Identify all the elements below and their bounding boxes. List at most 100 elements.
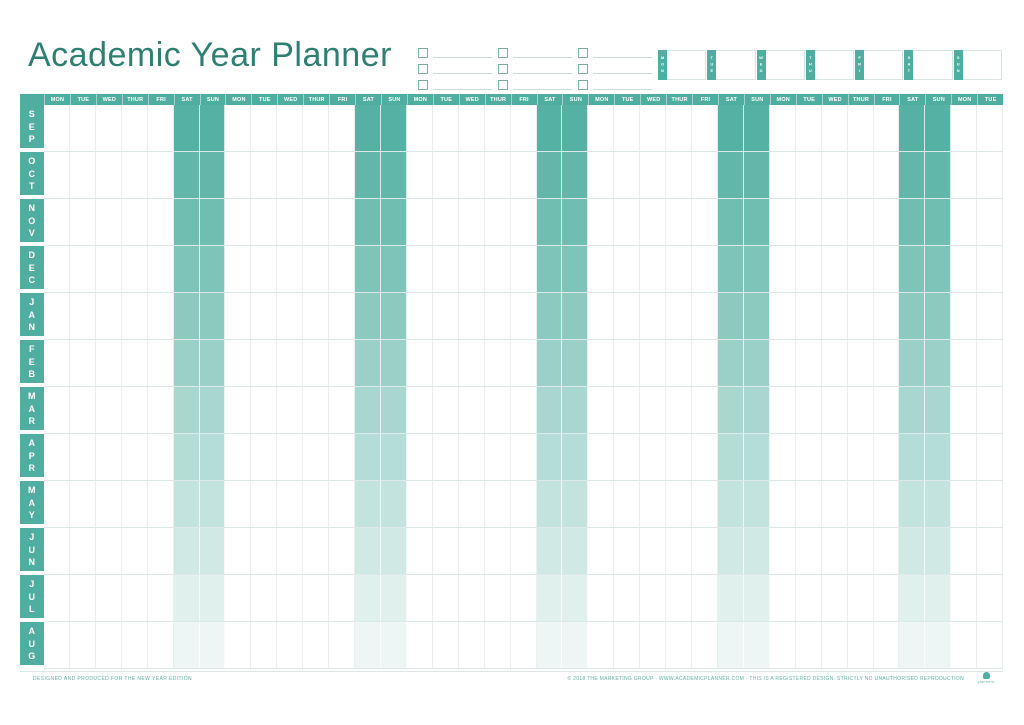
day-cell[interactable] [692,152,718,198]
day-cell[interactable] [692,622,718,668]
day-cell[interactable] [148,340,174,386]
day-cell[interactable] [485,246,511,292]
day-cell[interactable] [485,105,511,151]
weekend-day-cell[interactable] [562,575,589,621]
day-cell[interactable] [614,340,641,386]
day-cell[interactable] [874,387,900,433]
day-cell[interactable] [251,434,278,480]
day-cell[interactable] [251,528,278,574]
day-cell[interactable] [148,152,174,198]
day-cell[interactable] [511,387,537,433]
weekend-day-cell[interactable] [562,481,589,527]
weekend-day-cell[interactable] [717,105,744,151]
weekend-day-cell[interactable] [173,434,200,480]
day-cell[interactable] [977,481,1004,527]
todo-checkbox[interactable] [498,48,508,58]
day-cell[interactable] [148,481,174,527]
day-cell[interactable] [303,387,330,433]
day-cell[interactable] [96,528,122,574]
day-note-box[interactable]: SUN [953,50,1002,80]
weekend-day-cell[interactable] [173,528,200,574]
weekend-day-cell[interactable] [355,575,381,621]
day-cell[interactable] [822,105,848,151]
day-note-box[interactable]: TUE [707,50,756,80]
day-cell[interactable] [796,246,822,292]
weekend-day-cell[interactable] [536,152,563,198]
day-cell[interactable] [225,199,252,245]
weekend-day-cell[interactable] [380,105,407,151]
day-cell[interactable] [770,575,796,621]
day-cell[interactable] [407,622,433,668]
weekend-day-cell[interactable] [925,434,952,480]
day-cell[interactable] [692,481,718,527]
day-cell[interactable] [148,622,174,668]
day-cell[interactable] [848,199,874,245]
day-cell[interactable] [511,528,537,574]
day-cell[interactable] [225,293,252,339]
day-cell[interactable] [822,575,848,621]
weekend-day-cell[interactable] [199,481,226,527]
weekend-day-cell[interactable] [562,622,589,668]
day-cell[interactable] [977,528,1004,574]
day-cell[interactable] [977,293,1004,339]
day-cell[interactable] [70,387,96,433]
todo-checkbox[interactable] [418,80,428,90]
weekend-day-cell[interactable] [562,246,589,292]
day-cell[interactable] [225,340,252,386]
day-cell[interactable] [459,246,485,292]
day-cell[interactable] [303,622,330,668]
day-cell[interactable] [407,199,433,245]
day-cell[interactable] [485,481,511,527]
weekend-day-cell[interactable] [199,387,226,433]
weekend-day-cell[interactable] [173,246,200,292]
weekend-day-cell[interactable] [743,434,770,480]
weekend-day-cell[interactable] [199,199,226,245]
day-cell[interactable] [329,434,356,480]
day-cell[interactable] [70,340,96,386]
day-cell[interactable] [433,246,459,292]
day-cell[interactable] [666,293,693,339]
day-cell[interactable] [251,481,278,527]
day-cell[interactable] [822,152,848,198]
weekend-day-cell[interactable] [173,152,200,198]
weekend-day-cell[interactable] [536,434,563,480]
day-cell[interactable] [433,528,459,574]
day-cell[interactable] [666,199,693,245]
day-cell[interactable] [874,340,900,386]
day-cell[interactable] [148,434,174,480]
day-cell[interactable] [511,434,537,480]
weekend-day-cell[interactable] [717,481,744,527]
day-cell[interactable] [96,293,122,339]
day-cell[interactable] [822,246,848,292]
day-cell[interactable] [277,199,304,245]
day-cell[interactable] [614,434,641,480]
weekend-day-cell[interactable] [562,434,589,480]
day-cell[interactable] [459,528,485,574]
day-cell[interactable] [588,622,615,668]
day-cell[interactable] [303,105,330,151]
day-cell[interactable] [433,152,459,198]
day-cell[interactable] [951,575,978,621]
day-cell[interactable] [44,152,70,198]
day-cell[interactable] [96,387,122,433]
day-cell[interactable] [692,340,718,386]
day-cell[interactable] [588,340,615,386]
day-cell[interactable] [277,246,304,292]
weekend-day-cell[interactable] [173,105,200,151]
day-cell[interactable] [70,622,96,668]
day-cell[interactable] [277,481,304,527]
weekend-day-cell[interactable] [199,575,226,621]
day-cell[interactable] [96,434,122,480]
weekend-day-cell[interactable] [380,575,407,621]
day-cell[interactable] [44,340,70,386]
weekend-day-cell[interactable] [717,387,744,433]
weekend-day-cell[interactable] [562,105,589,151]
day-cell[interactable] [692,105,718,151]
weekend-day-cell[interactable] [355,434,381,480]
day-cell[interactable] [951,199,978,245]
day-cell[interactable] [303,152,330,198]
weekend-day-cell[interactable] [536,622,563,668]
day-cell[interactable] [951,152,978,198]
weekend-day-cell[interactable] [536,105,563,151]
weekend-day-cell[interactable] [199,246,226,292]
